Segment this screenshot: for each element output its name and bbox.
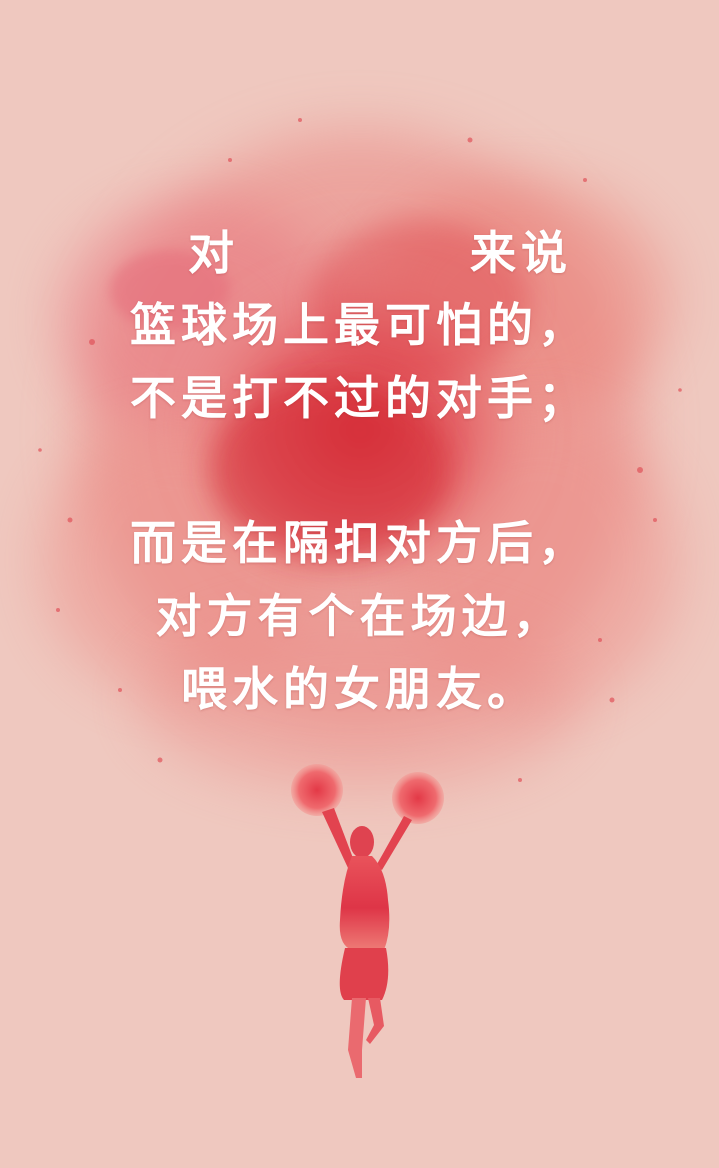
poem-line-2: 不是打不过的对手； xyxy=(130,371,589,425)
splash-speckles xyxy=(38,118,682,782)
title-left-word: 对 xyxy=(188,226,239,280)
splash-cloud xyxy=(40,130,680,790)
title-right-word: 来说 xyxy=(470,226,572,280)
poem-line-1: 篮球场上最可怕的， xyxy=(130,298,589,352)
poem-line-5: 喂水的女朋友。 xyxy=(181,662,538,716)
title-line: 对 来说 xyxy=(0,222,719,284)
poem-line-4: 对方有个在场边， xyxy=(155,589,564,643)
cheerleader-silhouette-icon xyxy=(291,764,444,1078)
poem-line-3: 而是在隔扣对方后， xyxy=(130,516,589,570)
